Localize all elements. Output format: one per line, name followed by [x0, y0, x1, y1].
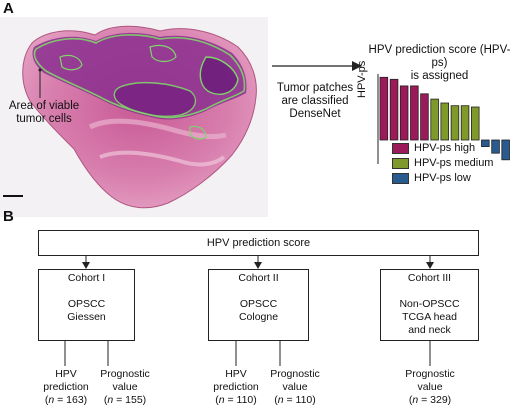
cohort-1-line1: OPSCC — [67, 298, 106, 310]
top-box-label: HPV prediction score — [206, 237, 311, 249]
bar-medium-9 — [460, 105, 470, 141]
outcome-1-line1: HPV — [55, 368, 77, 380]
outcome-3-line1: HPV — [225, 368, 247, 380]
bar-medium-7 — [440, 102, 450, 141]
outcome-1-line2: prediction — [43, 381, 89, 393]
bar-high-1 — [379, 76, 389, 141]
outcome-3-line2: prediction — [213, 381, 259, 393]
outcome-4: Prognostic value (n = 110) — [264, 368, 326, 407]
legend-label-3: HPV-ps low — [414, 172, 471, 184]
hpv-prediction-score-box: HPV prediction score — [38, 230, 479, 256]
outcome-5-line1: Prognostic — [405, 368, 455, 380]
outcome-4-line1: Prognostic — [270, 368, 320, 380]
outcome-2-n: (n = 155) — [103, 394, 147, 406]
cohort-2-line2: Cologne — [238, 311, 279, 323]
tissue-slide-image — [0, 17, 268, 217]
bar-medium-8 — [450, 105, 460, 141]
cohort-2-title: Cohort II — [238, 272, 279, 284]
cohort-2-line1: OPSCC — [239, 298, 278, 310]
bar-high-3 — [399, 85, 409, 141]
legend-label-1: HPV-ps high — [414, 142, 476, 154]
bar-high-5 — [420, 93, 429, 141]
outcome-1: HPV prediction (n = 163) — [40, 368, 92, 407]
outcome-4-n-value: 110 — [295, 394, 313, 406]
cohort-3-line3: and neck — [408, 324, 451, 336]
chart-title: HPV prediction score (HPV-ps) is assigne… — [362, 44, 517, 83]
outcome-3-n-value: 110 — [236, 394, 254, 406]
outcome-1-n: (n = 163) — [44, 394, 88, 406]
arrow-label-line2: are classified — [281, 95, 349, 107]
cohort-3-line2: TCGA head — [402, 311, 457, 323]
bar-low-12 — [491, 139, 500, 154]
outcome-3-n: (n = 110) — [215, 394, 257, 406]
outcome-5-n-value: 329 — [430, 394, 448, 406]
arrow-label-line3: DenseNet — [289, 108, 341, 120]
outcome-2: Prognostic value (n = 155) — [94, 368, 156, 407]
outcome-4-n: (n = 110) — [274, 394, 316, 406]
cohort-box-2: Cohort II OPSCC Cologne — [208, 269, 309, 341]
legend-item-3: HPV-ps low — [392, 172, 471, 184]
outcome-2-line2: value — [112, 381, 138, 393]
cohort-3-title: Cohort III — [407, 272, 452, 284]
legend-swatch-3 — [392, 172, 409, 184]
legend-swatch-1 — [392, 142, 409, 154]
chart-title-line2: is assigned — [410, 70, 469, 82]
tissue-pointer-line — [38, 68, 42, 98]
classification-label: Tumor patches are classified DenseNet — [268, 82, 362, 121]
cohort-box-1: Cohort I OPSCC Giessen — [38, 269, 135, 341]
classification-arrow — [272, 61, 362, 71]
outcome-1-n-value: 163 — [66, 394, 84, 406]
legend-item-1: HPV-ps high — [392, 142, 475, 154]
arrow-label-line1: Tumor patches — [276, 82, 354, 94]
bar-high-2 — [389, 78, 399, 141]
outcome-5-n: (n = 329) — [408, 394, 452, 406]
outcome-2-line1: Prognostic — [100, 368, 150, 380]
outcome-4-line2: value — [282, 381, 308, 393]
panel-b-letter: B — [3, 208, 14, 225]
outcome-3: HPV prediction (n = 110) — [210, 368, 262, 407]
tissue-label-line1: Area of viable — [8, 100, 80, 112]
cohort-1-line2: Giessen — [67, 311, 106, 323]
cohort-1-title: Cohort I — [67, 272, 106, 284]
legend-swatch-2 — [392, 157, 409, 169]
hpv-ps-bar-chart — [377, 74, 510, 164]
bar-medium-10 — [471, 106, 480, 141]
outcome-5-line2: value — [417, 381, 443, 393]
outcome-2-n-value: 155 — [125, 394, 143, 406]
tissue-label-line2: tumor cells — [16, 113, 72, 125]
legend-item-2: HPV-ps medium — [392, 157, 493, 169]
legend-label-2: HPV-ps medium — [414, 157, 494, 169]
panel-a-letter: A — [3, 0, 14, 17]
cohort-3-line1: Non-OPSCC — [399, 298, 460, 310]
bar-low-13 — [501, 139, 510, 161]
bar-medium-6 — [430, 98, 439, 141]
outcome-5: Prognostic value (n = 329) — [396, 368, 464, 407]
chart-legend: HPV-ps high HPV-ps medium HPV-ps low — [392, 142, 517, 192]
chart-title-line1: HPV prediction score (HPV-ps) — [368, 44, 511, 69]
cohort-box-3: Cohort III Non-OPSCC TCGA head and neck — [380, 269, 479, 341]
bar-high-4 — [410, 85, 419, 141]
bar-low-11 — [481, 139, 490, 147]
tissue-annotation-label: Area of viable tumor cells — [4, 100, 84, 126]
